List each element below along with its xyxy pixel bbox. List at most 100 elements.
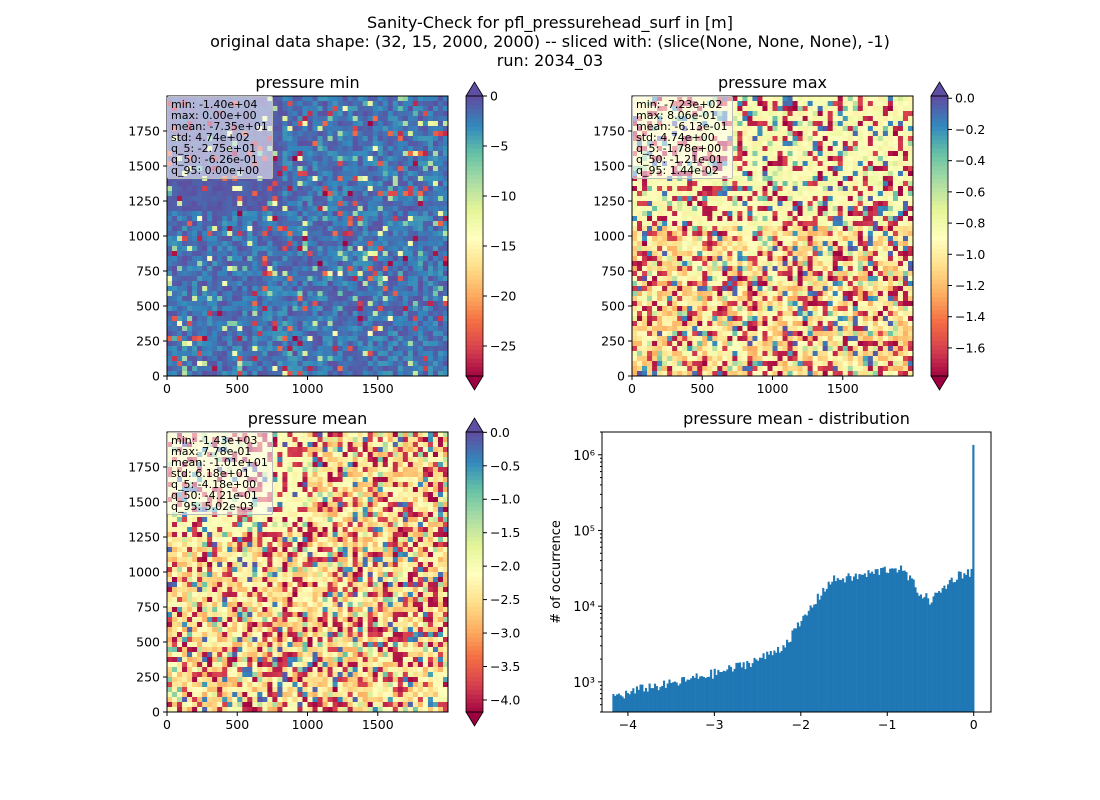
heatmap-cell — [257, 346, 263, 352]
heatmap-cell — [307, 141, 313, 147]
heatmap-cell — [417, 206, 424, 212]
heatmap-cell — [347, 271, 354, 277]
heatmap-cell — [762, 211, 768, 217]
heatmap-cell — [767, 166, 773, 172]
heatmap-cell — [357, 271, 364, 277]
heatmap-cell — [322, 336, 328, 342]
heatmap-cell — [222, 306, 228, 312]
heatmap-cell — [232, 361, 238, 367]
heatmap-cell — [332, 276, 339, 282]
heatmap-cell — [367, 281, 374, 287]
heatmap-cell — [902, 121, 909, 127]
heatmap-cell — [292, 236, 298, 242]
heatmap-cell — [742, 146, 748, 152]
heatmap-cell — [392, 231, 399, 237]
colorbar-tick-label: −15 — [490, 239, 516, 254]
heatmap-cell — [787, 141, 793, 147]
heatmap-cell — [197, 281, 203, 287]
heatmap-cell — [297, 336, 303, 342]
heatmap-cell — [792, 246, 798, 252]
heatmap-cell — [212, 296, 218, 302]
heatmap-cell — [292, 96, 298, 102]
heatmap-cell — [237, 351, 243, 357]
heatmap-cell — [412, 246, 419, 252]
heatmap-cell — [432, 116, 439, 122]
heatmap-cell — [217, 301, 223, 307]
heatmap-cell — [707, 226, 713, 232]
heatmap-cell — [372, 161, 379, 167]
heatmap-cell — [417, 256, 424, 262]
heatmap-cell — [782, 106, 788, 112]
heatmap-cell — [367, 356, 374, 362]
heatmap-cell — [377, 256, 384, 262]
heatmap-cell — [317, 146, 323, 152]
heatmap-cell — [632, 251, 638, 257]
heatmap-cell — [322, 206, 328, 212]
heatmap-cell — [182, 361, 188, 367]
heatmap-cell — [312, 281, 318, 287]
heatmap-cell — [217, 241, 223, 247]
heatmap-cell — [902, 111, 909, 117]
heatmap-cell — [272, 161, 278, 167]
heatmap-cell — [412, 206, 419, 212]
heatmap-cell — [697, 196, 703, 202]
heatmap-cell — [377, 346, 384, 352]
heatmap-cell — [437, 321, 444, 327]
heatmap-cell — [217, 341, 223, 347]
heatmap-cell — [177, 216, 183, 222]
heatmap-cell — [207, 241, 213, 247]
heatmap-cell — [782, 151, 788, 157]
heatmap-cell — [897, 241, 904, 247]
heatmap-cell — [867, 171, 874, 177]
heatmap-cell — [807, 121, 814, 127]
heatmap-cell — [867, 161, 874, 167]
heatmap-cell — [382, 206, 389, 212]
heatmap-cell — [267, 226, 273, 232]
heatmap-cell — [422, 171, 429, 177]
heatmap-cell — [322, 151, 328, 157]
heatmap-cell — [352, 226, 359, 232]
heatmap-cell — [357, 126, 364, 132]
heatmap-cell — [422, 151, 429, 157]
heatmap-cell — [332, 146, 339, 152]
heatmap-cell — [392, 186, 399, 192]
heatmap-cell — [292, 206, 298, 212]
heatmap-cell — [402, 246, 409, 252]
heatmap-cell — [392, 176, 399, 182]
heatmap-cell — [187, 271, 193, 277]
heatmap-cell — [307, 351, 313, 357]
heatmap-cell — [302, 106, 308, 112]
heatmap-cell — [172, 186, 178, 192]
heatmap-cell — [182, 296, 188, 302]
heatmap-cell — [342, 296, 349, 302]
heatmap-cell — [192, 331, 198, 337]
heatmap-cell — [807, 211, 814, 217]
heatmap-cell — [287, 176, 293, 182]
heatmap-cell — [292, 286, 298, 292]
heatmap-cell — [227, 211, 233, 217]
heatmap-cell — [662, 221, 668, 227]
heatmap-cell — [212, 326, 218, 332]
heatmap-cell — [357, 261, 364, 267]
heatmap-cell — [322, 366, 328, 372]
heatmap-cell — [437, 241, 444, 247]
heatmap-cell — [332, 356, 339, 362]
heatmap-cell — [737, 206, 743, 212]
heatmap-cell — [327, 321, 333, 327]
heatmap-cell — [637, 181, 643, 187]
heatmap-cell — [797, 186, 804, 192]
heatmap-cell — [707, 241, 713, 247]
heatmap-cell — [767, 151, 773, 157]
heatmap-cell — [217, 251, 223, 257]
heatmap-cell — [287, 301, 293, 307]
heatmap-cell — [857, 196, 864, 202]
heatmap-cell — [302, 361, 308, 367]
heatmap-cell — [782, 161, 788, 167]
heatmap-cell — [422, 96, 429, 102]
heatmap-cell — [242, 361, 248, 367]
heatmap-cell — [777, 156, 783, 162]
heatmap-cell — [687, 186, 693, 192]
heatmap-cell — [862, 241, 869, 247]
heatmap-cell — [857, 241, 864, 247]
heatmap-cell — [437, 226, 444, 232]
